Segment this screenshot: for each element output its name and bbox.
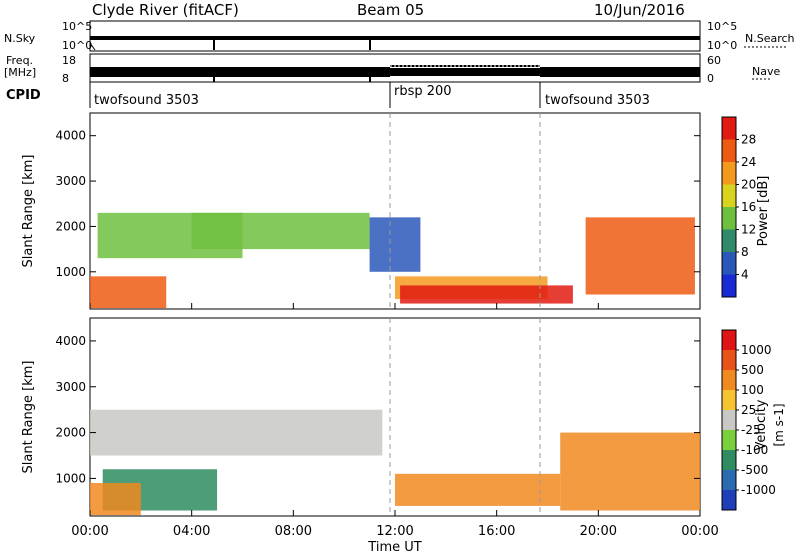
velocity-frame: [721, 329, 737, 511]
power-cb-label-6: 28: [741, 133, 756, 147]
velocity-cb-label-5: -100: [741, 443, 768, 457]
power-swatch-1: [722, 139, 736, 163]
nave-tick-lo: 0: [707, 72, 714, 85]
xtick-label-6: 00:00: [681, 524, 718, 539]
nsky-tick-hi: 10^5: [62, 20, 93, 33]
velocity-heatmap: [90, 409, 700, 516]
cpid-separators: [89, 82, 541, 108]
freq-strip: [89, 53, 772, 83]
power-region-0: [90, 276, 167, 309]
power-swatch-3: [722, 184, 736, 208]
velocity-colorbar-label: Velocity: [754, 399, 769, 450]
velocity-swatch-1: [722, 350, 736, 371]
power-region-3: [369, 217, 421, 272]
velocity-swatch-6: [722, 450, 736, 471]
velocity-y-label: Slant Range [km]: [21, 361, 36, 474]
velocity-colorbar-unit: [m s-1]: [772, 403, 786, 446]
velocity-swatch-2: [722, 370, 736, 391]
power-swatch-6: [722, 252, 736, 275]
freq-tick-lo: 8: [62, 72, 69, 85]
power-swatch-2: [722, 162, 736, 185]
power-colorbar-label: Power [dB]: [756, 176, 771, 247]
velocity-swatch-5: [722, 430, 736, 451]
power-region-5: [400, 285, 573, 304]
x-axis-label: Time UT: [367, 540, 421, 554]
velocity-swatch-3: [722, 390, 736, 411]
velocity-ytick-label-1: 2000: [55, 426, 86, 440]
power-y-label: Slant Range [km]: [21, 155, 36, 268]
power-colorbar: 4 8 12 16 20 24 28: [721, 116, 756, 298]
velocity-cb-label-6: -500: [741, 463, 768, 477]
velocity-region-0: [90, 409, 383, 456]
velocity-cb-label-1: 500: [741, 363, 764, 377]
velocity-region-2: [90, 483, 141, 516]
xtick-label-0: 00:00: [71, 524, 108, 539]
velocity-region-3: [395, 473, 561, 506]
nave-tick-hi: 60: [707, 54, 721, 67]
power-cb-label-3: 16: [741, 200, 756, 214]
velocity-cb-label-2: 100: [741, 383, 764, 397]
velocity-cb-label-3: 25: [741, 403, 756, 417]
velocity-ytick-label-2: 3000: [55, 380, 86, 394]
nsky-label: N.Sky: [4, 32, 36, 45]
beam-title: Beam 05: [357, 1, 425, 19]
power-ytick-label-1: 2000: [55, 219, 86, 233]
power-region-6: [585, 217, 695, 295]
date-title: 10/Jun/2016: [594, 1, 685, 19]
power-cb-label-1: 8: [741, 245, 749, 259]
power-region-2: [191, 212, 370, 250]
cpid-label: CPID: [6, 88, 41, 103]
power-swatch-0: [722, 117, 736, 140]
xtick-label-5: 20:00: [580, 524, 617, 539]
velocity-ytick-label-0: 1000: [55, 471, 86, 485]
velocity-region-4: [560, 432, 700, 511]
power-cb-label-0: 4: [741, 268, 749, 282]
nsearch-tick-hi: 10^5: [707, 20, 738, 33]
velocity-panel: 1000 2000 3000 4000 Slant Range [km]: [21, 317, 701, 517]
velocity-cb-label-7: -1000: [741, 483, 776, 497]
xtick-label-3: 12:00: [376, 524, 413, 539]
power-cb-label-2: 12: [741, 223, 756, 237]
freq-unit-label: [MHz]: [4, 66, 37, 79]
velocity-colorbar: 1000 500 100 25 -25 -100 -500 -1000: [721, 329, 776, 511]
velocity-swatch-8: [722, 490, 736, 511]
nsky-tick-lo: 10^0: [62, 39, 93, 52]
freq-label: Freq.: [6, 54, 34, 67]
velocity-y-axis: 1000 2000 3000 4000: [55, 334, 700, 485]
velocity-ytick-label-3: 4000: [55, 334, 86, 348]
power-swatch-7: [722, 274, 736, 298]
nsearch-tick-lo: 10^0: [707, 39, 738, 52]
nave-label: Nave: [752, 65, 781, 78]
nsky-strip: [89, 20, 788, 52]
xtick-label-4: 16:00: [478, 524, 515, 539]
freq-tick-hi: 18: [62, 54, 76, 67]
power-ytick-label-3: 4000: [55, 129, 86, 143]
time-axis: 00:00 04:00 08:00 12:00 16:00 20:00 00:00: [71, 303, 719, 539]
cpid-segment-1: twofsound 3503: [94, 93, 199, 108]
velocity-cb-label-0: 1000: [741, 343, 772, 357]
velocity-cb-label-4: -25: [741, 423, 761, 437]
xtick-label-2: 08:00: [275, 524, 312, 539]
power-ytick-label-2: 3000: [55, 174, 86, 188]
power-ytick-label-0: 1000: [55, 265, 86, 279]
velocity-swatch-0: [722, 330, 736, 351]
power-cb-label-4: 20: [741, 178, 756, 192]
cpid-segment-2: rbsp 200: [394, 84, 452, 99]
power-cb-label-5: 24: [741, 155, 756, 169]
station-title: Clyde River (fitACF): [92, 1, 239, 19]
velocity-swatch-4: [722, 410, 736, 431]
power-panel: 1000 2000 3000 4000 Slant Range [km]: [21, 112, 701, 310]
cpid-segment-3: twofsound 3503: [545, 93, 650, 108]
xtick-label-1: 04:00: [173, 524, 210, 539]
velocity-swatch-7: [722, 470, 736, 491]
power-swatch-4: [722, 207, 736, 230]
power-heatmap: [90, 212, 695, 309]
power-swatch-5: [722, 229, 736, 253]
nsearch-label: N.Search: [745, 32, 795, 45]
power-y-axis: 1000 2000 3000 4000: [55, 129, 700, 279]
